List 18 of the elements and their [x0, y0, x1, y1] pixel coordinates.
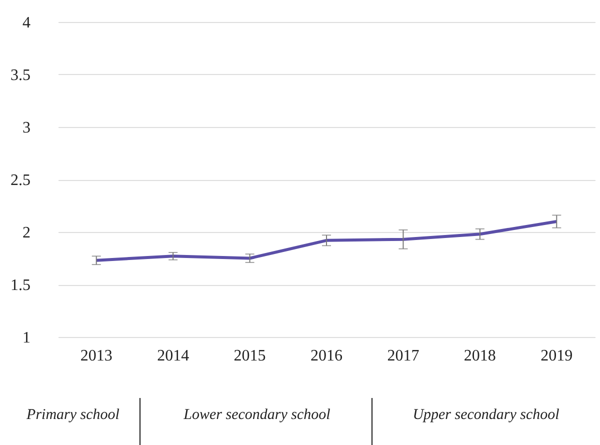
text: Primary school	[26, 407, 120, 423]
x-tick-label: 2015	[234, 348, 266, 364]
x-tick-label: 2016	[310, 348, 342, 364]
x-tick-label: 2018	[464, 348, 496, 364]
x-tick-label: 2013	[80, 348, 112, 364]
text: Upper secondary school	[412, 407, 560, 423]
x-tick-label: 2014	[157, 348, 190, 364]
y-tick-label: 4	[22, 14, 30, 32]
y-tick-label: 3	[22, 120, 30, 136]
text: Lower secondary school	[182, 407, 330, 423]
y-tick-label: 2	[22, 224, 30, 242]
y-tick-label: 1	[22, 330, 30, 346]
y-tick-label: 2.5	[10, 172, 30, 189]
y-tick-label: 3.5	[10, 67, 30, 84]
line-series	[94, 220, 558, 262]
x-tick-label: 2017	[387, 348, 420, 364]
y-tick-label: 1.5	[10, 277, 30, 294]
x-tick-label: 2019	[540, 348, 573, 364]
